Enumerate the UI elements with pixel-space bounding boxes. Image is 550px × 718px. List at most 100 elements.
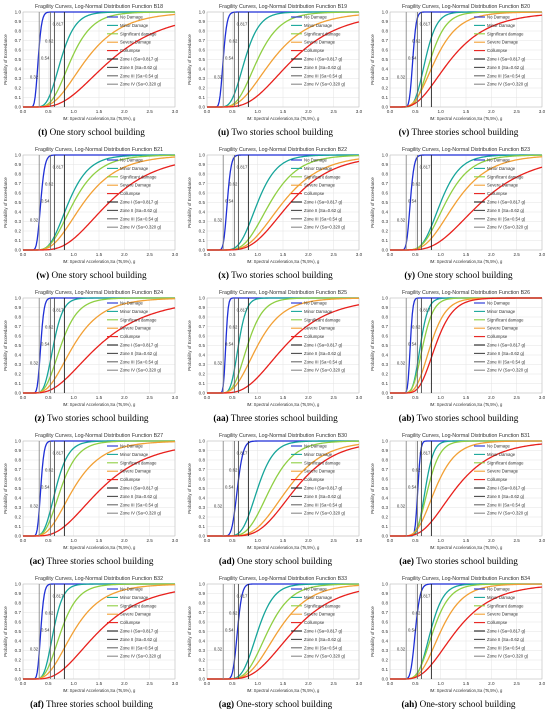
legend-label: Zone II (Sa=0.62 g)	[304, 637, 342, 642]
legend-label: Collumpse	[487, 191, 508, 196]
zone-label: 0.32	[214, 218, 223, 223]
legend-label: Severe Damage	[120, 469, 152, 474]
legend-label: Collumpse	[120, 620, 141, 625]
legend-label: Severe Damage	[304, 469, 336, 474]
legend-label: Zone III (Sa=0.54 g)	[304, 359, 343, 364]
y-tick-label: 1.0	[15, 10, 22, 15]
x-tick-label: 3.0	[539, 252, 546, 257]
fragility-chart: Fragility Curves, Log-Normal Distributio…	[370, 576, 546, 693]
caption-letter: (ac)	[29, 556, 45, 566]
legend-label: Minor Damage	[487, 595, 516, 600]
y-tick-label: 1.0	[15, 582, 22, 587]
x-tick-label: 3.0	[172, 538, 179, 543]
legend-label: No Damage	[487, 158, 511, 163]
zone-label: 0.62	[229, 324, 238, 329]
legend-label: Collumpse	[304, 620, 325, 625]
x-tick-label: 0.5	[412, 109, 419, 114]
y-tick-label: 0.9	[15, 591, 22, 596]
x-tick-label: 1.0	[437, 538, 444, 543]
y-tick-label: 0.2	[382, 372, 389, 377]
chart-title: Fragility Curves, Log-Normal Distributio…	[402, 433, 530, 439]
x-tick-label: 2.5	[330, 538, 337, 543]
zone-label: 0.817	[420, 164, 431, 169]
zone-label: 0.54	[41, 628, 50, 633]
zone-label: 0.62	[45, 181, 54, 186]
zone-label: 0.32	[214, 75, 223, 80]
chart-title: Fragility Curves, Log-Normal Distributio…	[402, 4, 530, 10]
legend-label: No Damage	[304, 301, 328, 306]
y-tick-label: 0.9	[382, 591, 389, 596]
y-tick-label: 0.7	[382, 324, 389, 329]
zone-label: 0.62	[229, 467, 238, 472]
legend-label: Collumpse	[120, 477, 141, 482]
x-tick-label: 1.5	[463, 395, 470, 400]
y-tick-label: 0.9	[382, 305, 389, 310]
y-tick-label: 0.9	[382, 19, 389, 24]
legend-label: Zone IV (Sa=0.320 g)	[304, 511, 346, 516]
caption-text: One story school building	[234, 556, 333, 566]
legend-label: Minor Damage	[487, 309, 516, 314]
y-tick-label: 0.8	[199, 601, 206, 606]
curve-collapse	[390, 14, 543, 108]
legend-label: Zone II (Sa=0.62 g)	[120, 65, 158, 70]
legend-label: Zone IV (Sa=0.320 g)	[487, 368, 529, 373]
legend-label: No Damage	[487, 15, 511, 20]
y-tick-label: 0.7	[199, 467, 206, 472]
fragility-chart: Fragility Curves, Log-Normal Distributio…	[3, 576, 179, 693]
y-tick-label: 0.6	[382, 620, 389, 625]
x-tick-label: 0.5	[45, 252, 52, 257]
y-tick-label: 0.6	[15, 620, 22, 625]
curve-collapse	[207, 446, 360, 537]
y-tick-label: 0.8	[382, 172, 389, 177]
x-tick-label: 2.0	[488, 395, 495, 400]
fragility-chart-panel: Fragility Curves, Log-Normal Distributio…	[367, 143, 550, 286]
fragility-chart-panel: Fragility Curves, Log-Normal Distributio…	[0, 429, 183, 572]
zone-label: 0.32	[30, 218, 39, 223]
legend-label: Minor Damage	[120, 23, 149, 28]
x-tick-label: 2.0	[305, 395, 312, 400]
zone-label: 0.32	[30, 75, 39, 80]
chart-title: Fragility Curves, Log-Normal Distributio…	[219, 576, 347, 582]
fragility-chart: Fragility Curves, Log-Normal Distributio…	[3, 433, 179, 550]
legend-label: Collumpse	[120, 48, 141, 53]
x-tick-label: 0.5	[412, 681, 419, 686]
x-tick-label: 1.0	[70, 252, 77, 257]
y-tick-label: 0.3	[15, 362, 22, 367]
x-tick-label: 3.0	[539, 395, 546, 400]
legend-label: No Damage	[120, 587, 144, 592]
zone-label: 0.817	[237, 450, 248, 455]
zone-label: 0.32	[214, 647, 223, 652]
curve-severe-damage	[207, 14, 360, 108]
caption-letter: (y)	[404, 270, 416, 280]
y-axis-label: Probability of Exceedance	[3, 34, 8, 85]
y-tick-label: 0.9	[199, 19, 206, 24]
x-tick-label: 3.0	[172, 395, 179, 400]
y-tick-label: 0.8	[199, 458, 206, 463]
fragility-chart: Fragility Curves, Log-Normal Distributio…	[187, 147, 363, 264]
legend-label: Zone IV (Sa=0.320 g)	[304, 82, 346, 87]
x-tick-label: 2.0	[488, 681, 495, 686]
chart-caption: (ab) Two stories school building	[367, 413, 550, 423]
x-tick-label: 2.0	[488, 538, 495, 543]
legend-label: No Damage	[120, 444, 144, 449]
legend-label: Severe Damage	[487, 326, 519, 331]
legend-label: Minor Damage	[120, 595, 149, 600]
legend-label: Zone IV (Sa=0.320 g)	[487, 511, 529, 516]
legend-label: No Damage	[120, 301, 144, 306]
y-tick-label: 1.0	[382, 582, 389, 587]
x-tick-label: 1.0	[254, 538, 261, 543]
legend-label: No Damage	[487, 587, 511, 592]
x-tick-label: 0.5	[229, 109, 236, 114]
legend-label: Zone I (Sa=0.817 g)	[304, 486, 343, 491]
x-tick-label: 0.0	[204, 109, 211, 114]
caption-letter: (x)	[218, 270, 229, 280]
zone-label: 0.32	[214, 361, 223, 366]
legend-label: Minor Damage	[304, 595, 333, 600]
fragility-chart-panel: Fragility Curves, Log-Normal Distributio…	[367, 286, 550, 429]
caption-letter: (aa)	[213, 413, 229, 423]
legend-label: No Damage	[120, 15, 144, 20]
curve-collapse	[23, 307, 176, 394]
y-tick-label: 0.9	[15, 448, 22, 453]
zone-label: 0.54	[41, 342, 50, 347]
zone-label: 0.62	[412, 467, 421, 472]
